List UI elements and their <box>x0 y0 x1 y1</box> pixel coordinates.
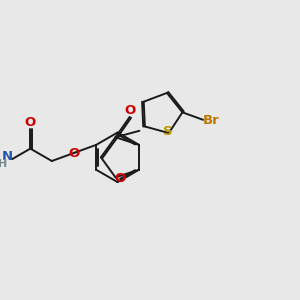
Text: O: O <box>124 104 135 117</box>
Text: O: O <box>68 148 79 160</box>
Text: S: S <box>163 125 172 138</box>
Text: O: O <box>114 172 125 185</box>
Text: O: O <box>24 116 35 129</box>
Text: N: N <box>1 150 12 163</box>
Text: H: H <box>0 158 8 169</box>
Text: Br: Br <box>202 114 219 127</box>
